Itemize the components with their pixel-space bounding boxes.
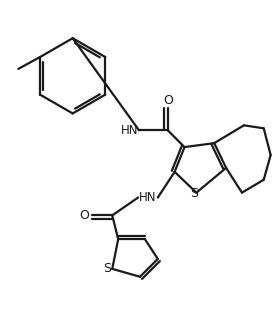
Text: HN: HN xyxy=(139,191,157,204)
Text: S: S xyxy=(103,263,111,275)
Text: S: S xyxy=(190,187,198,200)
Text: HN: HN xyxy=(121,124,139,137)
Text: O: O xyxy=(79,209,89,222)
Text: O: O xyxy=(163,94,172,107)
